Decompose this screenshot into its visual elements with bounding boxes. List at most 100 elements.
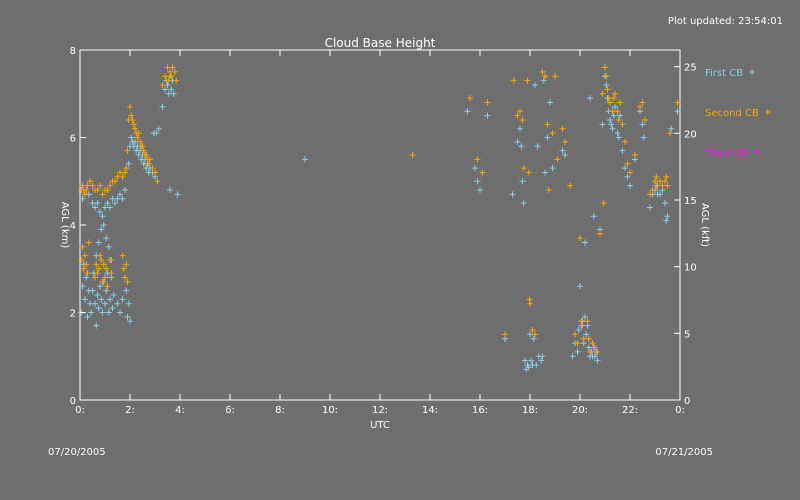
data-point xyxy=(168,73,175,80)
y-right-tick-label: 0 xyxy=(684,396,690,407)
data-point xyxy=(173,77,180,84)
data-point xyxy=(159,103,166,110)
data-point xyxy=(608,121,615,128)
data-point xyxy=(117,309,123,316)
data-point xyxy=(119,252,126,259)
data-point xyxy=(567,182,573,189)
data-point xyxy=(524,77,531,84)
data-point xyxy=(632,152,638,158)
x-tick-label: 0: xyxy=(675,405,685,416)
data-point xyxy=(619,147,626,154)
y-tick-label: 6 xyxy=(70,134,76,145)
data-point xyxy=(154,178,161,185)
data-point xyxy=(592,353,598,360)
x-tick-label: 12: xyxy=(372,405,388,416)
data-point xyxy=(174,191,181,198)
data-point xyxy=(409,152,416,158)
data-point xyxy=(532,331,538,338)
data-point xyxy=(639,121,646,128)
data-point xyxy=(95,305,102,312)
data-point xyxy=(123,261,130,268)
data-point xyxy=(587,348,593,355)
data-point xyxy=(518,143,525,150)
data-point xyxy=(99,309,106,316)
data-point xyxy=(668,125,675,132)
data-point xyxy=(94,292,101,298)
data-point xyxy=(80,265,87,272)
data-point xyxy=(579,322,586,329)
data-point xyxy=(540,77,547,84)
data-point xyxy=(602,64,608,71)
data-point xyxy=(559,125,566,132)
x-tick-label: 18: xyxy=(522,405,538,416)
data-point xyxy=(119,173,126,180)
data-point xyxy=(97,182,103,189)
data-point xyxy=(132,125,138,132)
data-point xyxy=(612,103,618,110)
data-point xyxy=(87,178,93,185)
data-point xyxy=(97,283,103,290)
data-point xyxy=(125,300,132,307)
data-point xyxy=(99,191,106,198)
data-point xyxy=(103,235,110,242)
data-point xyxy=(502,331,508,338)
y-tick-label: 0 xyxy=(70,396,76,407)
data-point xyxy=(514,138,521,145)
legend-item-label: Third CB xyxy=(704,148,748,159)
data-point xyxy=(102,274,108,281)
data-point xyxy=(124,278,131,285)
data-point xyxy=(578,318,585,325)
data-point xyxy=(574,348,581,355)
data-point xyxy=(603,73,610,80)
data-point xyxy=(103,287,110,294)
data-point xyxy=(98,226,105,233)
y-right-tick-label: 10 xyxy=(684,263,697,274)
data-point xyxy=(124,313,131,320)
y-tick-label: 8 xyxy=(70,46,76,57)
data-point xyxy=(647,191,653,198)
data-point xyxy=(467,95,473,102)
data-point xyxy=(539,68,546,75)
data-point xyxy=(143,152,150,158)
data-point xyxy=(79,243,86,250)
data-point xyxy=(538,357,545,364)
data-point xyxy=(112,200,118,207)
data-point xyxy=(663,173,670,180)
data-point xyxy=(534,143,541,150)
data-point xyxy=(134,134,141,141)
data-point xyxy=(597,230,603,237)
y-right-tick-label: 15 xyxy=(684,196,697,207)
data-point xyxy=(552,73,558,80)
y-tick-label: 2 xyxy=(70,309,76,320)
x-tick-label: 2: xyxy=(125,405,135,416)
data-point xyxy=(92,300,98,307)
data-point xyxy=(104,187,111,193)
data-point xyxy=(607,99,613,106)
data-point xyxy=(639,99,646,106)
data-point xyxy=(123,287,130,294)
data-point xyxy=(637,103,643,110)
data-point xyxy=(590,213,597,220)
data-point xyxy=(594,357,601,364)
data-point xyxy=(583,331,590,338)
data-point xyxy=(627,169,633,176)
x-tick-label: 6: xyxy=(225,405,235,416)
data-point xyxy=(647,204,653,211)
data-point xyxy=(128,112,135,119)
data-point xyxy=(614,108,621,115)
data-point xyxy=(667,130,673,137)
data-point xyxy=(582,239,588,246)
data-point xyxy=(85,239,92,246)
y-right-tick-label: 20 xyxy=(684,129,697,140)
data-point xyxy=(84,313,91,320)
data-point xyxy=(83,187,90,193)
x-tick-label: 16: xyxy=(472,405,488,416)
data-point xyxy=(122,274,128,281)
data-point xyxy=(619,121,626,128)
data-point xyxy=(617,112,623,119)
data-point xyxy=(125,160,132,167)
data-point xyxy=(82,296,88,303)
data-point xyxy=(135,130,142,137)
data-point xyxy=(105,243,112,250)
data-point xyxy=(99,213,106,220)
